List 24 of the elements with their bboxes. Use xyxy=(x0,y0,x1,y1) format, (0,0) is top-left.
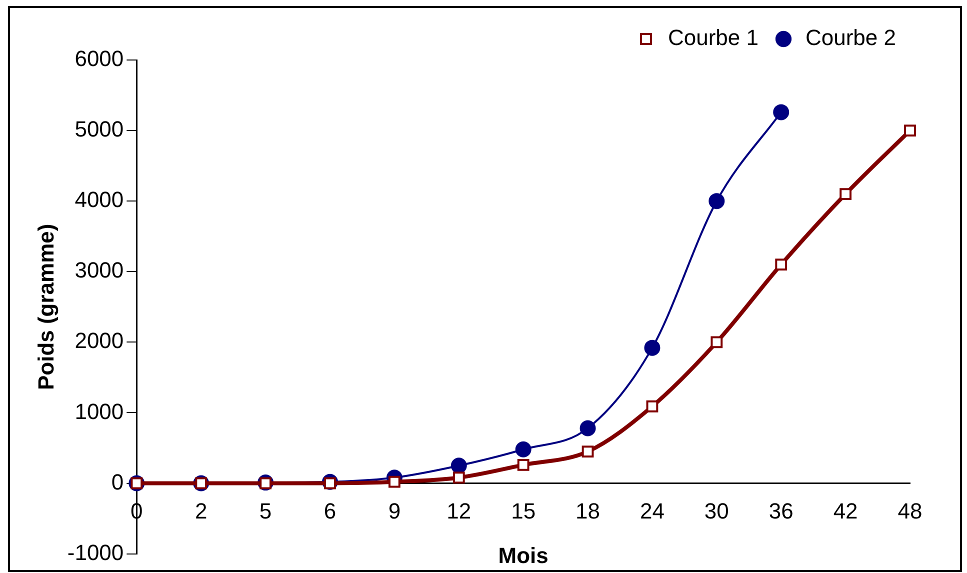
x-tick-label: 15 xyxy=(511,498,536,524)
x-tick-label: 48 xyxy=(898,498,922,524)
x-tick-label: 30 xyxy=(704,498,729,524)
x-tick-label: 42 xyxy=(833,498,858,524)
x-tick-label: 5 xyxy=(259,498,272,524)
y-tick-label: 0 xyxy=(111,469,124,494)
x-tick-label: 24 xyxy=(640,498,664,524)
legend-label: Courbe 1 xyxy=(668,25,759,50)
y-tick-label: -1000 xyxy=(67,540,124,565)
y-tick-label: 1000 xyxy=(74,398,124,424)
x-tick-label: 9 xyxy=(388,498,401,524)
x-tick-label: 6 xyxy=(324,498,336,524)
x-axis-title: Mois xyxy=(498,542,548,568)
y-tick-label: 5000 xyxy=(74,116,124,142)
y-axis-title: Poids (gramme) xyxy=(33,224,58,390)
y-tick-label: 3000 xyxy=(74,258,124,283)
x-tick-label: 12 xyxy=(446,498,472,524)
y-tick-label: 6000 xyxy=(74,46,124,72)
y-tick-label: 2000 xyxy=(74,328,124,354)
x-tick-label: 36 xyxy=(768,498,794,524)
x-tick-label: 18 xyxy=(576,498,600,524)
legend-label: Courbe 2 xyxy=(805,25,896,50)
x-tick-label: 2 xyxy=(194,498,208,524)
y-tick-label: 4000 xyxy=(74,187,124,212)
